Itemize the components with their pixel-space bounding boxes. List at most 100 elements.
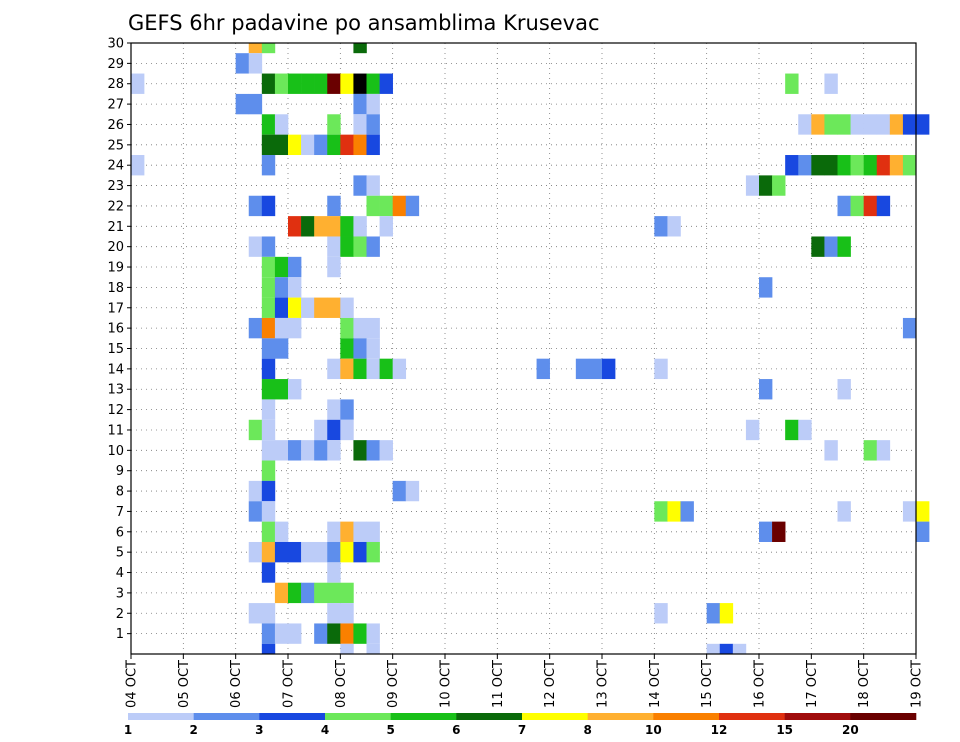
data-cell bbox=[261, 460, 276, 481]
data-cell bbox=[288, 582, 302, 604]
data-cell bbox=[261, 541, 276, 563]
data-cell bbox=[902, 114, 917, 135]
data-cell bbox=[301, 582, 315, 604]
x-tick-label: 11 OCT bbox=[491, 660, 506, 708]
y-tick-label: 5 bbox=[116, 546, 124, 561]
x-tick-label: 05 OCT bbox=[177, 660, 192, 708]
x-tick-label: 12 OCT bbox=[543, 660, 558, 708]
data-cell bbox=[366, 643, 380, 654]
data-cell bbox=[785, 419, 799, 441]
data-cell bbox=[850, 155, 864, 176]
data-cell bbox=[876, 155, 891, 176]
y-tick-label: 10 bbox=[107, 444, 124, 459]
data-cell bbox=[261, 317, 276, 339]
y-tick-label: 8 bbox=[116, 485, 124, 500]
data-cell bbox=[274, 114, 289, 135]
data-cell bbox=[261, 623, 276, 644]
data-cell bbox=[405, 480, 420, 502]
data-cell bbox=[274, 317, 289, 339]
colorbar-swatch bbox=[193, 713, 260, 720]
data-cell bbox=[353, 216, 367, 237]
data-cell bbox=[602, 358, 616, 380]
data-cell bbox=[327, 216, 341, 237]
x-tick-label: 14 OCT bbox=[648, 660, 663, 708]
data-cell bbox=[798, 419, 812, 441]
data-cell bbox=[863, 114, 878, 135]
y-tick-label: 23 bbox=[107, 179, 124, 194]
data-cell bbox=[314, 541, 328, 563]
colorbar-swatch bbox=[719, 713, 785, 720]
data-cell bbox=[314, 297, 328, 318]
data-cell bbox=[261, 277, 276, 298]
data-cell bbox=[288, 73, 302, 94]
data-cell bbox=[759, 379, 773, 400]
colorbar-label: 4 bbox=[321, 723, 329, 737]
data-cell bbox=[772, 521, 786, 542]
data-cell bbox=[261, 480, 276, 502]
data-cells bbox=[131, 43, 930, 654]
colorbar-label: 8 bbox=[583, 723, 591, 737]
x-axis-ticks: 04 OCT 05 OCT 06 OCT 07 OCT 08 OCT 09 OCT 10 O… bbox=[125, 654, 925, 708]
data-cell bbox=[379, 358, 393, 380]
data-cell bbox=[288, 623, 302, 644]
data-cell bbox=[314, 419, 328, 441]
data-cell bbox=[261, 134, 276, 156]
y-tick-label: 3 bbox=[116, 586, 124, 601]
data-cell bbox=[785, 73, 799, 94]
data-cell bbox=[248, 541, 263, 563]
colorbar-label: 2 bbox=[189, 723, 197, 737]
data-cell bbox=[863, 195, 878, 217]
y-axis-ticks: 1234567891011121314151617181920212223242… bbox=[107, 37, 131, 642]
data-cell bbox=[235, 93, 250, 115]
data-cell bbox=[366, 195, 380, 217]
y-tick-label: 26 bbox=[107, 118, 124, 133]
data-cell bbox=[248, 93, 263, 115]
data-cell bbox=[353, 541, 367, 563]
data-cell bbox=[366, 114, 380, 135]
data-cell bbox=[301, 134, 315, 156]
y-tick-label: 6 bbox=[116, 525, 124, 540]
data-cell bbox=[327, 419, 341, 441]
data-cell bbox=[798, 155, 812, 176]
data-cell bbox=[327, 256, 341, 278]
y-tick-label: 22 bbox=[107, 199, 124, 214]
data-cell bbox=[340, 73, 354, 94]
data-cell bbox=[353, 317, 367, 339]
data-cell bbox=[680, 501, 694, 522]
data-cell bbox=[288, 440, 302, 461]
data-cell bbox=[288, 297, 302, 318]
data-cell bbox=[314, 134, 328, 156]
colorbar-swatch bbox=[259, 713, 326, 720]
data-cell bbox=[863, 155, 878, 176]
data-cell bbox=[667, 216, 681, 237]
x-tick-label: 16 OCT bbox=[753, 660, 768, 708]
y-tick-label: 14 bbox=[107, 362, 124, 377]
colorbar-label: 12 bbox=[711, 723, 728, 737]
data-cell bbox=[850, 114, 864, 135]
colorbar-swatch bbox=[784, 713, 851, 720]
data-cell bbox=[654, 501, 668, 522]
data-cell bbox=[314, 582, 328, 604]
colorbar-swatch bbox=[128, 713, 194, 720]
data-cell bbox=[824, 73, 838, 94]
colorbar-swatch bbox=[653, 713, 720, 720]
y-tick-label: 24 bbox=[107, 159, 124, 174]
data-cell bbox=[261, 419, 276, 441]
data-cell bbox=[314, 623, 328, 644]
x-tick-label: 09 OCT bbox=[386, 660, 401, 708]
data-cell bbox=[327, 114, 341, 135]
data-cell bbox=[261, 521, 276, 542]
data-cell bbox=[235, 53, 250, 74]
data-cell bbox=[301, 73, 315, 94]
data-cell bbox=[340, 541, 354, 563]
x-tick-label: 08 OCT bbox=[334, 660, 349, 708]
data-cell bbox=[274, 134, 289, 156]
y-tick-label: 29 bbox=[107, 57, 124, 72]
data-cell bbox=[248, 53, 263, 74]
data-cell bbox=[288, 317, 302, 339]
data-cell bbox=[916, 501, 930, 522]
data-cell bbox=[379, 440, 393, 461]
data-cell bbox=[366, 175, 380, 196]
data-cell bbox=[353, 236, 367, 257]
